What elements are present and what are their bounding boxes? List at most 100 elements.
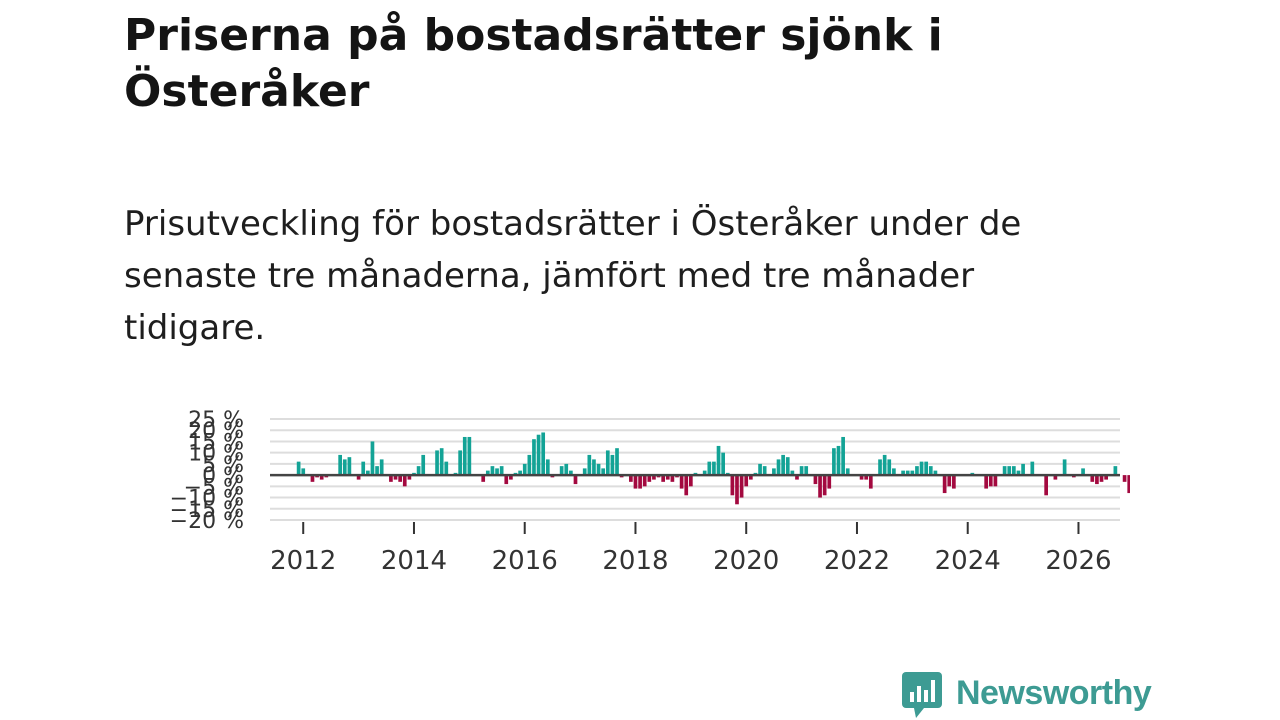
bar bbox=[541, 432, 546, 476]
y-tick-label: 15 % bbox=[188, 430, 244, 455]
bar bbox=[652, 475, 656, 480]
newsworthy-logo: Newsworthy bbox=[902, 668, 1152, 718]
bar bbox=[993, 475, 998, 487]
bar bbox=[804, 466, 809, 476]
y-tick-label: −5 % bbox=[184, 475, 244, 500]
bar bbox=[845, 468, 850, 476]
bar bbox=[522, 463, 527, 476]
bar bbox=[882, 454, 887, 476]
x-tick-label: 2022 bbox=[824, 546, 890, 576]
bar bbox=[462, 436, 467, 476]
bar bbox=[1030, 461, 1035, 476]
bar bbox=[744, 475, 749, 487]
bar bbox=[919, 461, 924, 476]
bar bbox=[615, 448, 619, 476]
bar bbox=[716, 445, 721, 476]
y-tick-label: −15 % bbox=[170, 498, 244, 523]
x-tick-label: 2014 bbox=[381, 546, 447, 576]
bar bbox=[702, 470, 707, 476]
bar bbox=[573, 475, 578, 485]
y-tick-label: −10 % bbox=[170, 487, 244, 512]
bar bbox=[1002, 466, 1007, 476]
bar bbox=[1090, 475, 1095, 482]
bar bbox=[684, 475, 689, 496]
bar bbox=[444, 461, 449, 476]
bar bbox=[596, 463, 601, 476]
bar bbox=[499, 466, 504, 476]
bar bbox=[629, 475, 633, 482]
bar bbox=[370, 441, 375, 476]
bar bbox=[942, 475, 947, 494]
y-axis: −20 %−15 %−10 %−5 %0 %5 %10 %15 %20 %25 … bbox=[170, 408, 244, 534]
y-tick-label: 25 % bbox=[188, 408, 244, 433]
bar bbox=[795, 475, 799, 480]
bar bbox=[342, 459, 347, 476]
bar bbox=[915, 466, 919, 476]
bar bbox=[799, 466, 804, 476]
bar bbox=[841, 436, 845, 476]
bar bbox=[758, 463, 762, 476]
bar bbox=[878, 459, 882, 476]
bar bbox=[670, 475, 675, 482]
chart-subtitle: Prisutveckling för bostadsrätter i Öster… bbox=[124, 204, 1022, 348]
bar bbox=[481, 475, 486, 482]
bar bbox=[947, 475, 952, 487]
bar bbox=[901, 470, 905, 476]
bar bbox=[859, 475, 864, 480]
bar bbox=[813, 475, 818, 485]
bar bbox=[610, 454, 615, 476]
bar bbox=[864, 475, 869, 480]
bars bbox=[296, 432, 1130, 505]
bar bbox=[495, 468, 499, 476]
bar bbox=[569, 470, 573, 476]
bar bbox=[402, 475, 407, 487]
bar bbox=[707, 461, 712, 476]
bar bbox=[785, 457, 790, 476]
bar bbox=[389, 475, 393, 482]
bar bbox=[781, 454, 785, 476]
y-tick-label: 20 % bbox=[188, 419, 244, 444]
bar bbox=[1127, 475, 1130, 494]
bar bbox=[490, 466, 495, 476]
bar bbox=[868, 475, 873, 489]
newsworthy-logo-icon bbox=[902, 672, 942, 718]
x-axis: 2012 2014 2016 2018 2020 2022 2024 2026 bbox=[270, 522, 1112, 576]
bar bbox=[933, 470, 938, 476]
bar bbox=[822, 475, 827, 496]
bar bbox=[559, 466, 564, 476]
bar bbox=[905, 470, 910, 476]
bar bbox=[638, 475, 642, 489]
bar bbox=[887, 459, 892, 476]
bar bbox=[721, 452, 725, 476]
bar bbox=[601, 468, 606, 476]
bar bbox=[467, 436, 472, 476]
y-tick-label: 5 % bbox=[202, 453, 244, 478]
bar bbox=[366, 470, 370, 476]
bar bbox=[301, 468, 306, 476]
bar bbox=[928, 466, 933, 476]
brand-name: Newsworthy bbox=[956, 673, 1152, 712]
bar bbox=[1113, 466, 1118, 476]
bar bbox=[689, 475, 693, 487]
bar bbox=[379, 459, 384, 476]
bar bbox=[310, 475, 315, 482]
bar bbox=[407, 475, 412, 480]
bar bbox=[504, 475, 509, 485]
bar bbox=[739, 475, 744, 498]
bar bbox=[1007, 466, 1012, 476]
bar bbox=[730, 475, 735, 496]
bar bbox=[665, 475, 670, 480]
bar bbox=[439, 448, 444, 476]
y-tick-label: 0 % bbox=[202, 464, 244, 489]
x-tick-label: 2020 bbox=[713, 546, 779, 576]
bar bbox=[582, 468, 587, 476]
bar bbox=[1081, 468, 1085, 476]
bar bbox=[587, 454, 592, 476]
bar bbox=[527, 454, 532, 476]
bar bbox=[605, 450, 610, 476]
bar bbox=[818, 475, 822, 498]
bar bbox=[509, 475, 513, 480]
bar bbox=[393, 475, 398, 480]
bar bbox=[988, 475, 993, 487]
x-tick-label: 2016 bbox=[492, 546, 558, 576]
